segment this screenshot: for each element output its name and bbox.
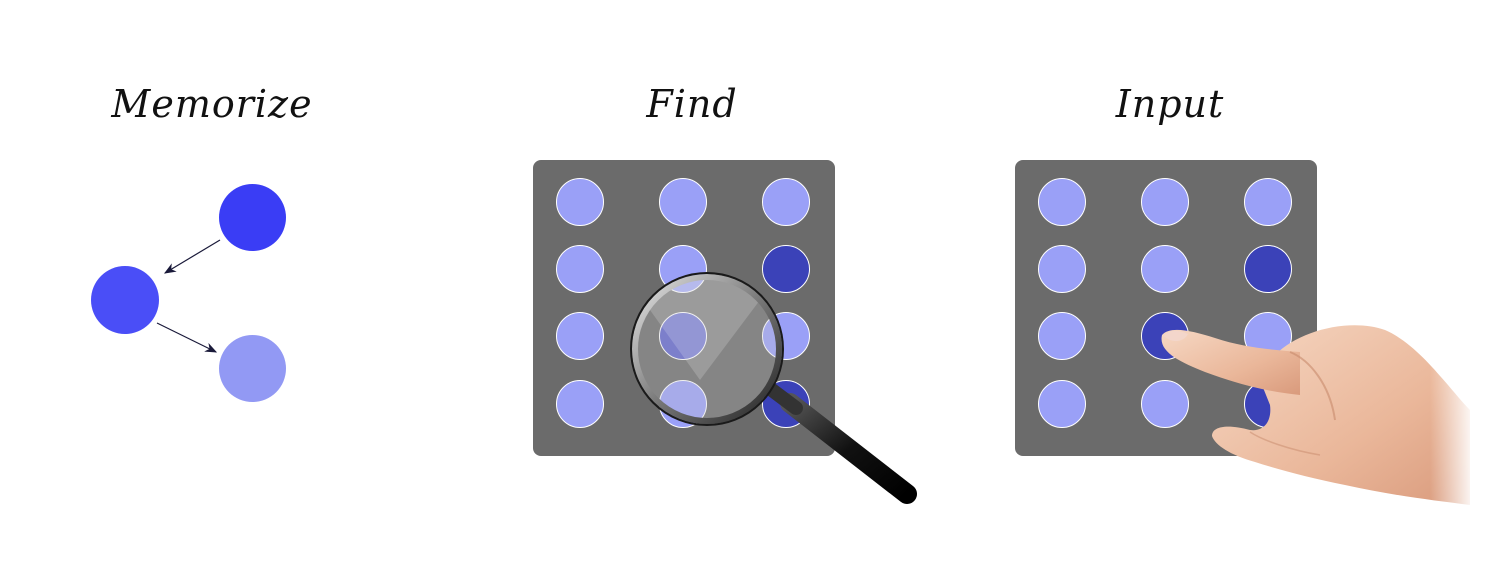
- input-grid-dot-r1-c1-light: [1141, 245, 1189, 293]
- input-grid-dot-r0-c0-light: [1038, 178, 1086, 226]
- find-grid-dot-r2-c2-light: [762, 312, 810, 360]
- arrow-second-to-third: [156, 322, 218, 353]
- input-grid-dot-r3-c0-light: [1038, 380, 1086, 428]
- input-grid-panel: [1015, 160, 1317, 456]
- input-grid-dot-r0-c1-light: [1141, 178, 1189, 226]
- arrow-first-to-second: [163, 239, 221, 274]
- memorize-circle-second: [91, 266, 159, 334]
- find-grid-dot-r1-c2-dark: [762, 245, 810, 293]
- find-grid-dot-r0-c0-light: [556, 178, 604, 226]
- find-grid-dot-r0-c1-light: [659, 178, 707, 226]
- memorize-circle-first: [219, 184, 286, 251]
- find-grid-dot-r0-c2-light: [762, 178, 810, 226]
- input-grid-dot-r0-c2-light: [1244, 178, 1292, 226]
- find-title: Find: [646, 82, 738, 126]
- find-grid-dot-r2-c1-highlight: [659, 312, 707, 360]
- find-grid-dot-r2-c0-light: [556, 312, 604, 360]
- input-grid-dot-r2-c0-light: [1038, 312, 1086, 360]
- memorize-circle-third: [219, 335, 286, 402]
- find-grid-dot-r1-c0-light: [556, 245, 604, 293]
- memorize-title: Memorize: [111, 82, 313, 126]
- input-grid-dot-r1-c2-dark: [1244, 245, 1292, 293]
- input-grid-dot-r1-c0-light: [1038, 245, 1086, 293]
- input-grid-dot-r3-c1-light: [1141, 380, 1189, 428]
- find-grid-dot-r3-c0-light: [556, 380, 604, 428]
- input-title: Input: [1115, 82, 1225, 126]
